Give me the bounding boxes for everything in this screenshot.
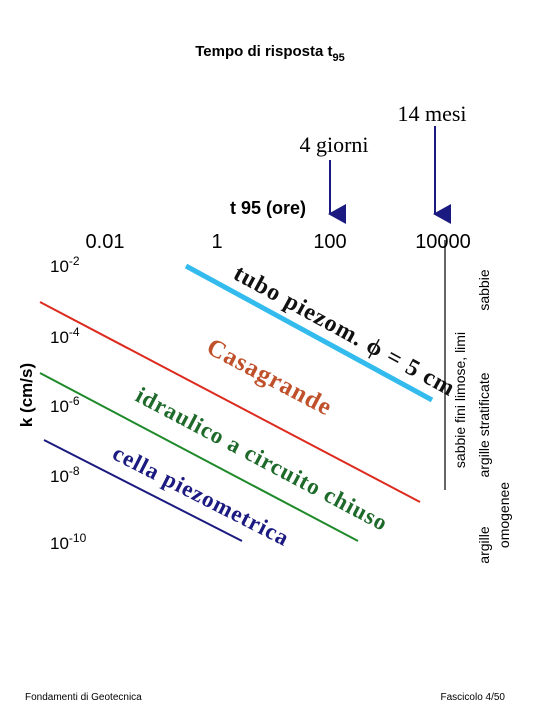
soil-label: argille stratificate <box>476 372 492 477</box>
top-tick-label: 1 <box>211 231 222 253</box>
annotation: 4 giorni <box>299 132 368 157</box>
annotation: 14 mesi <box>397 101 466 126</box>
left-tick-label: 10-2 <box>50 254 80 276</box>
tick-exp: -2 <box>69 254 80 268</box>
tick-exp: -6 <box>69 394 80 408</box>
left-tick-label: 10-8 <box>50 464 80 486</box>
tick-exp: -10 <box>69 531 87 545</box>
axis-label: t 95 (ore) <box>230 198 306 218</box>
tick-base: 10 <box>50 257 69 276</box>
axis-label: k (cm/s) <box>17 363 36 427</box>
footer-left: Fondamenti di Geotecnica <box>25 692 142 703</box>
footer-right: Fascicolo 4/50 <box>441 692 506 703</box>
line <box>43 439 243 542</box>
top-tick-label: 100 <box>313 231 346 253</box>
tick-base: 10 <box>50 467 69 486</box>
tick-base: 10 <box>50 534 69 553</box>
title: Tempo di risposta t95 <box>195 43 344 64</box>
tick-base: 10 <box>50 328 69 347</box>
top-tick-label: 0.01 <box>86 231 125 253</box>
top-tick-label: 10000 <box>415 231 471 253</box>
soil-label: sabbie fini limose, limi <box>452 332 468 468</box>
soil-label: sabbie <box>476 269 492 310</box>
tick-base: 10 <box>50 397 69 416</box>
left-tick-label: 10-6 <box>50 394 80 416</box>
line <box>39 372 359 542</box>
line <box>184 263 434 403</box>
left-tick-label: 10-4 <box>50 325 80 347</box>
tick-exp: -4 <box>69 325 80 339</box>
tick-exp: -8 <box>69 464 80 478</box>
soil-label: argille <box>476 526 492 564</box>
line-label: Casagrande <box>202 333 337 421</box>
line <box>39 301 421 503</box>
soil-label: omogenee <box>496 482 512 548</box>
left-tick-label: 10-10 <box>50 531 87 553</box>
